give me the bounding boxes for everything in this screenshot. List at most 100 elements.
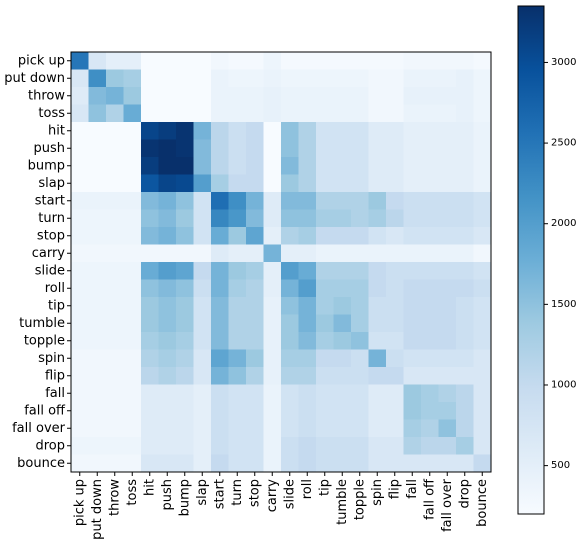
x-tick-label: carry: [265, 479, 280, 513]
heatmap-cell-flip-throw: [106, 367, 124, 385]
heatmap-cell-carry-push: [158, 244, 177, 263]
heatmap-cell-turn-tip: [316, 209, 334, 228]
heatmap-cell-tumble-fall-off: [421, 314, 439, 333]
heatmap-cell-bump-drop: [456, 157, 474, 175]
heatmap-cell-bounce-turn: [228, 454, 247, 473]
heatmap-cell-put-down-slap: [193, 69, 212, 88]
heatmap-cell-fall-hit: [141, 384, 159, 403]
heatmap-cell-toss-stop: [246, 104, 264, 123]
heatmap-cell-tip-throw: [106, 297, 124, 315]
colorbar: [517, 5, 545, 515]
heatmap-cell-put-down-bounce: [473, 69, 492, 88]
heatmap-cell-turn-stop: [246, 209, 264, 228]
heatmap-cell-start-tip: [316, 192, 334, 210]
heatmap-cell-hit-turn: [228, 122, 247, 140]
heatmap-cell-flip-roll: [298, 367, 317, 385]
heatmap-cell-slap-turn: [228, 174, 247, 193]
heatmap-cell-fall-drop: [456, 384, 474, 403]
heatmap-cell-spin-pick-up: [71, 349, 89, 368]
heatmap-cell-stop-spin: [368, 227, 387, 245]
heatmap-cell-pick-up-slap: [193, 52, 212, 70]
heatmap-cell-topple-throw: [106, 332, 124, 350]
heatmap-cell-start-flip: [386, 192, 404, 210]
heatmap-cell-put-down-turn: [228, 69, 247, 88]
heatmap-cell-slap-stop: [246, 174, 264, 193]
heatmap-cell-turn-bounce: [473, 209, 492, 228]
heatmap-cell-put-down-flip: [386, 69, 404, 88]
colorbar-tick-label: 3000: [551, 57, 576, 68]
heatmap-cell-roll-tip: [316, 279, 334, 298]
heatmap-cell-hit-start: [211, 122, 229, 140]
heatmap-cell-fall-spin: [368, 384, 387, 403]
heatmap-cell-tip-bump: [176, 297, 194, 315]
heatmap-cell-pick-up-tip: [316, 52, 334, 70]
heatmap-cell-carry-bump: [176, 244, 194, 263]
heatmap-cell-fall-off-slap: [193, 402, 212, 420]
heatmap-cell-drop-carry: [263, 437, 282, 455]
heatmap-cell-stop-stop: [246, 227, 264, 245]
heatmap-cell-fall-over-fall-off: [421, 419, 439, 438]
heatmap-cell-drop-fall-over: [438, 437, 457, 455]
heatmap-cell-flip-bounce: [473, 367, 492, 385]
heatmap-cell-start-topple: [351, 192, 369, 210]
heatmap-cell-tumble-hit: [141, 314, 159, 333]
heatmap-cell-spin-throw: [106, 349, 124, 368]
heatmap-cell-spin-carry: [263, 349, 282, 368]
heatmap-cell-tip-start: [211, 297, 229, 315]
heatmap-cell-stop-fall-off: [421, 227, 439, 245]
heatmap-cell-hit-spin: [368, 122, 387, 140]
heatmap-cell-bounce-spin: [368, 454, 387, 473]
x-tick-label: tumble: [335, 479, 350, 525]
heatmap-cell-start-carry: [263, 192, 282, 210]
heatmap-cell-hit-flip: [386, 122, 404, 140]
heatmap-cell-start-slap: [193, 192, 212, 210]
x-tick-label: pick up: [72, 479, 87, 526]
heatmap-cell-flip-fall-over: [438, 367, 457, 385]
heatmap-cell-roll-roll: [298, 279, 317, 298]
heatmap-cell-bump-flip: [386, 157, 404, 175]
heatmap-cell-turn-bump: [176, 209, 194, 228]
colorbar-tick-label: 1000: [551, 379, 576, 390]
heatmap-cell-tip-bounce: [473, 297, 492, 315]
heatmap-cell-start-slide: [281, 192, 299, 210]
heatmap-cell-fall-off-throw: [106, 402, 124, 420]
heatmap-cell-tip-hit: [141, 297, 159, 315]
heatmap-cell-put-down-throw: [106, 69, 124, 88]
heatmap-cell-slide-tip: [316, 262, 334, 280]
heatmap-cell-push-start: [211, 139, 229, 158]
heatmap-cell-bump-pick-up: [71, 157, 89, 175]
heatmap-cell-carry-turn: [228, 244, 247, 263]
heatmap-cell-spin-put-down: [88, 349, 107, 368]
heatmap-cell-push-fall-off: [421, 139, 439, 158]
heatmap-cell-drop-flip: [386, 437, 404, 455]
heatmap-cell-spin-slap: [193, 349, 212, 368]
heatmap-cell-drop-turn: [228, 437, 247, 455]
y-tick-label: put down: [4, 71, 65, 86]
heatmap-cell-pick-up-throw: [106, 52, 124, 70]
heatmap-cell-slide-flip: [386, 262, 404, 280]
heatmap-cell-start-throw: [106, 192, 124, 210]
heatmap-cell-pick-up-bump: [176, 52, 194, 70]
x-tick-label: bump: [177, 479, 192, 516]
heatmap-cell-fall-over-stop: [246, 419, 264, 438]
heatmap-cell-start-bounce: [473, 192, 492, 210]
heatmap-cell-roll-bump: [176, 279, 194, 298]
colorbar-ticks: 500 1000 1500 2000 2500 3000: [544, 57, 576, 471]
heatmap-cell-tip-tip: [316, 297, 334, 315]
y-tick-label: stop: [37, 228, 65, 243]
colorbar-tick-label: 1500: [551, 299, 576, 310]
heatmap-cell-stop-tip: [316, 227, 334, 245]
heatmap-cell-carry-drop: [456, 244, 474, 263]
heatmap-cell-flip-drop: [456, 367, 474, 385]
y-tick-label: tumble: [19, 316, 65, 331]
heatmap-cell-carry-carry: [263, 244, 282, 263]
heatmap-cell-tip-slap: [193, 297, 212, 315]
heatmap-cell-bounce-fall-over: [438, 454, 457, 473]
heatmap-cell-push-throw: [106, 139, 124, 158]
heatmap-cell-fall-roll: [298, 384, 317, 403]
heatmap-cell-fall-over-start: [211, 419, 229, 438]
heatmap-cell-bounce-roll: [298, 454, 317, 473]
heatmap-cell-bump-put-down: [88, 157, 107, 175]
heatmap-cell-topple-fall-off: [421, 332, 439, 350]
heatmap-cell-fall-off-stop: [246, 402, 264, 420]
